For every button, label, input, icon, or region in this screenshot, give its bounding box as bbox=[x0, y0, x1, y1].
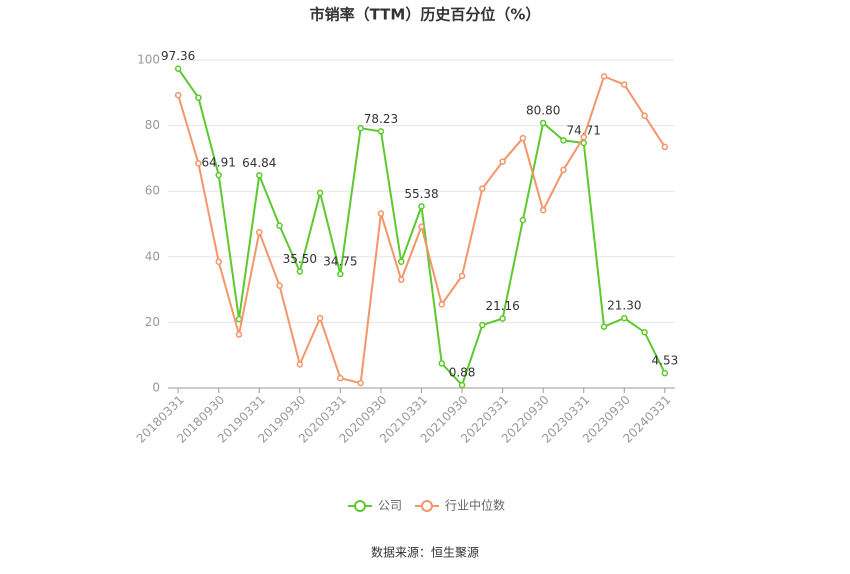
y-tick-label: 80 bbox=[145, 118, 160, 132]
point bbox=[174, 65, 182, 72]
legend-label: 公司 bbox=[378, 499, 402, 513]
point bbox=[377, 128, 385, 135]
point bbox=[621, 81, 628, 88]
point bbox=[357, 379, 364, 387]
point bbox=[641, 112, 648, 120]
point bbox=[397, 258, 405, 265]
point bbox=[519, 134, 527, 142]
point bbox=[418, 223, 425, 230]
point bbox=[377, 210, 385, 217]
y-tick-label: 40 bbox=[145, 249, 160, 263]
point bbox=[458, 272, 466, 280]
data-label: 21.30 bbox=[607, 299, 641, 313]
point bbox=[357, 124, 364, 132]
point bbox=[337, 270, 344, 278]
point bbox=[337, 374, 344, 382]
point bbox=[256, 172, 263, 179]
data-label: 97.36 bbox=[161, 49, 195, 63]
point bbox=[438, 301, 446, 308]
data-label: 64.91 bbox=[202, 156, 236, 170]
point bbox=[438, 360, 446, 367]
source: 数据来源：恒生聚源 bbox=[371, 545, 479, 560]
point bbox=[296, 361, 304, 368]
point bbox=[479, 321, 486, 329]
data-label: 64.84 bbox=[242, 156, 276, 170]
data-label: 74.71 bbox=[567, 123, 601, 137]
point bbox=[316, 314, 324, 322]
chart-title: 市销率（TTM）历史百分位（%） bbox=[310, 6, 541, 24]
point bbox=[316, 189, 324, 197]
point bbox=[539, 206, 547, 214]
y-tick-label: 20 bbox=[145, 315, 160, 329]
y-tick-label: 0 bbox=[152, 381, 160, 395]
y-tick-label: 100 bbox=[137, 53, 160, 67]
data-label: 34.75 bbox=[323, 255, 357, 269]
point bbox=[560, 166, 567, 174]
point bbox=[479, 185, 486, 192]
point bbox=[276, 222, 283, 229]
point bbox=[641, 328, 648, 336]
point bbox=[499, 158, 506, 165]
point bbox=[195, 160, 202, 167]
point bbox=[458, 381, 466, 389]
point bbox=[621, 314, 628, 322]
point bbox=[560, 137, 567, 144]
point bbox=[235, 331, 243, 338]
point bbox=[276, 282, 283, 289]
point bbox=[499, 315, 506, 322]
point bbox=[215, 171, 222, 179]
point bbox=[539, 119, 547, 127]
data-label: 55.38 bbox=[404, 187, 438, 201]
point bbox=[174, 91, 182, 99]
point bbox=[418, 203, 425, 210]
point bbox=[661, 369, 669, 377]
data-label: 21.16 bbox=[485, 299, 519, 313]
point bbox=[296, 268, 304, 275]
data-label: 4.53 bbox=[652, 354, 679, 368]
data-label: 0.88 bbox=[449, 366, 476, 380]
point bbox=[600, 73, 608, 80]
point bbox=[195, 94, 202, 101]
data-label: 78.23 bbox=[364, 112, 398, 126]
point bbox=[397, 276, 405, 284]
legend-label: 行业中位数 bbox=[445, 498, 505, 513]
y-tick-label: 60 bbox=[145, 184, 160, 198]
point bbox=[580, 133, 587, 141]
data-label: 35.50 bbox=[283, 252, 317, 266]
point bbox=[519, 216, 527, 224]
point bbox=[256, 228, 263, 236]
legend-marker bbox=[421, 500, 433, 512]
legend-marker bbox=[354, 500, 366, 512]
data-label: 80.80 bbox=[526, 103, 560, 117]
point bbox=[661, 143, 669, 151]
point bbox=[215, 258, 222, 265]
point bbox=[600, 323, 608, 330]
